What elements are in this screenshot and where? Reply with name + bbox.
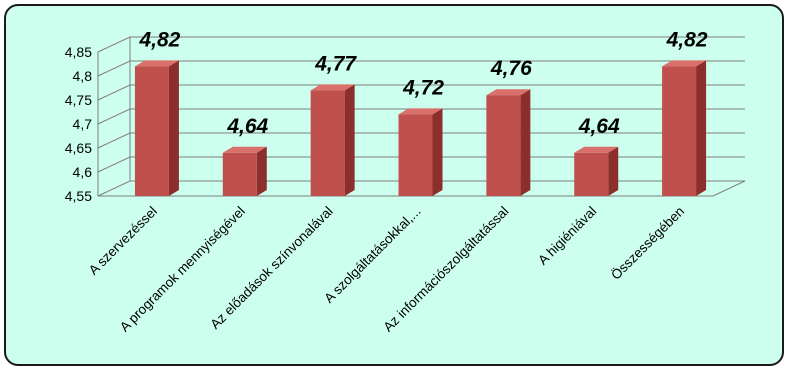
bar-top [574, 146, 619, 153]
bar-top [222, 146, 267, 153]
x-tick-label: A szolgáltatásokkal,... [321, 204, 423, 306]
bar [398, 114, 433, 196]
bar [662, 66, 697, 197]
bar-side [520, 89, 531, 196]
y-tick-label: 4,75 [65, 92, 92, 108]
bar [310, 90, 345, 196]
bar-side [256, 146, 267, 196]
bar-top [662, 60, 707, 67]
gridline-diagonal [97, 60, 131, 77]
bar [134, 66, 169, 197]
bar-top [486, 89, 531, 96]
bar [486, 95, 521, 196]
data-label: 4,64 [226, 115, 268, 138]
x-tick-label: A higiéniával [535, 204, 599, 268]
x-tick-label: A szervezéssel [86, 204, 160, 278]
chart-frame [4, 4, 784, 366]
gridline-diagonal [97, 108, 131, 125]
bar-side [432, 108, 443, 196]
bar-side [696, 60, 707, 197]
y-tick-label: 4,85 [65, 44, 92, 60]
bar-side [344, 84, 355, 196]
y-tick-label: 4,6 [73, 164, 93, 180]
data-label: 4,82 [138, 28, 180, 51]
data-label: 4,72 [402, 76, 444, 99]
data-label: 4,64 [578, 115, 620, 138]
bar-top [134, 60, 179, 67]
bar-top [398, 108, 443, 115]
y-tick-label: 4,55 [65, 188, 92, 204]
gridline-diagonal [97, 84, 131, 101]
gridline-diagonal [97, 36, 131, 53]
y-tick-label: 4,7 [73, 116, 93, 132]
data-label: 4,77 [314, 52, 357, 75]
bar-top [310, 84, 355, 91]
data-label: 4,82 [666, 28, 708, 51]
bar-side [608, 146, 619, 196]
gridline-diagonal [97, 132, 131, 149]
bar [574, 152, 609, 196]
bar [222, 152, 257, 196]
gridline-diagonal [97, 156, 131, 173]
bar-side [168, 60, 179, 197]
y-tick-label: 4,8 [73, 68, 93, 84]
x-tick-label: Összességében [608, 204, 687, 283]
y-tick-label: 4,65 [65, 140, 92, 156]
data-label: 4,76 [490, 57, 532, 80]
